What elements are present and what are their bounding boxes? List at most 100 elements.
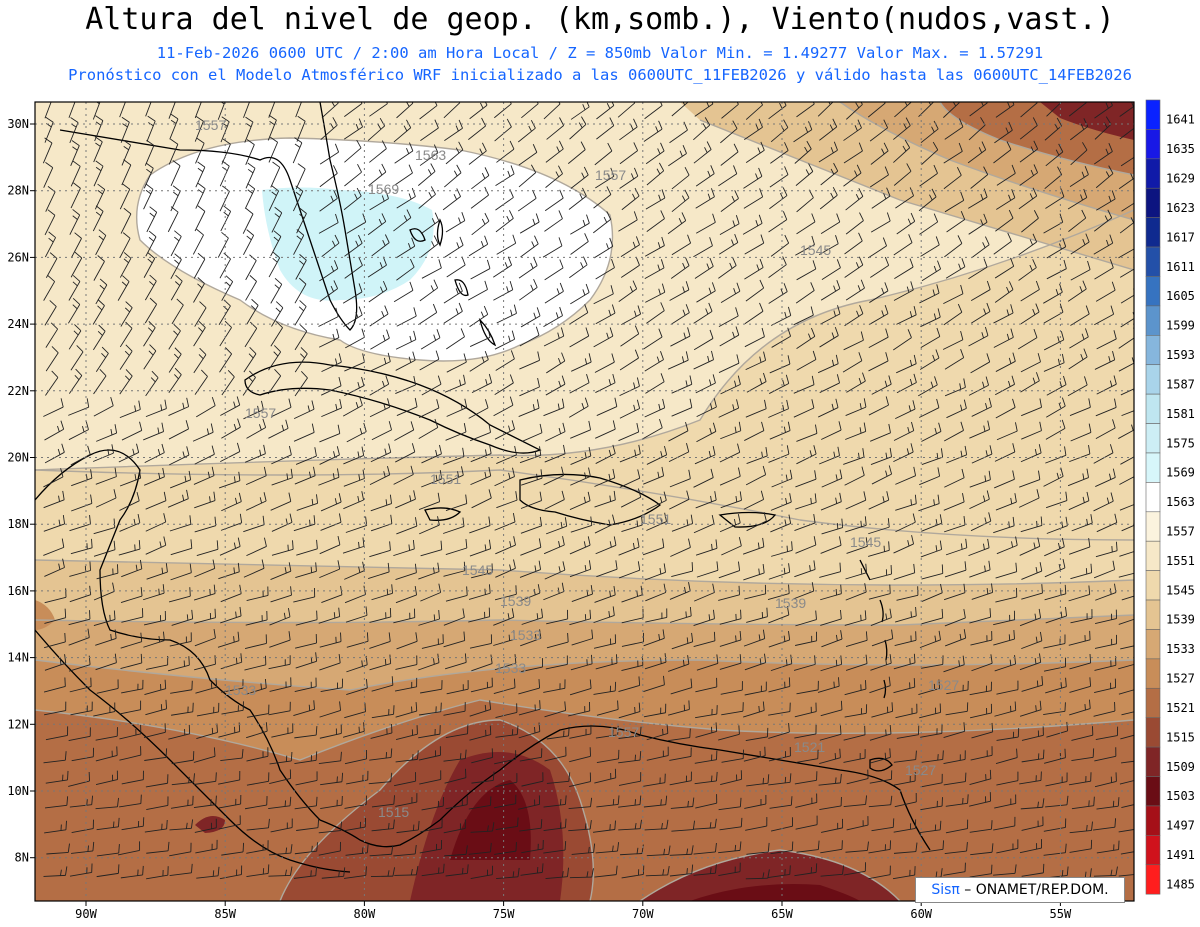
wind-barb-shaft [846,380,866,393]
wind-barb-feather [934,427,937,434]
wind-barb-shaft [443,102,461,119]
wind-barb-feather [1139,608,1140,617]
wind-barb-feather [658,403,661,410]
wind-barb-shaft [793,129,813,143]
wind-barb-feather [811,582,815,592]
wind-barb-shaft [220,121,230,143]
wind-barb-shaft [270,327,283,347]
wind-barb-feather [47,275,55,282]
wind-barb-shaft [495,711,518,718]
wind-barb-feather [283,612,286,619]
wind-barb-feather [162,584,165,594]
wind-barb-shaft [569,124,587,140]
wind-barb-feather [855,102,860,109]
wind-barb-feather [173,191,179,197]
wind-barb-shaft [221,426,241,439]
wind-barb-shaft [93,549,116,557]
wind-barb-feather [240,653,243,663]
wind-barb-feather [910,443,914,453]
wind-barb-shaft [669,498,690,510]
wind-barb-feather [939,820,942,830]
wind-barb-shaft [1120,645,1134,650]
wind-barb-feather [661,822,663,830]
wind-barb-feather [939,540,943,550]
wind-barb-feather [57,448,61,455]
wind-barb-feather [481,142,487,152]
wind-barb-shaft [870,456,892,466]
wind-barb-shaft [946,407,967,419]
wind-barb-feather [585,327,590,337]
wind-barb-shaft [693,477,714,488]
wind-barb-feather [607,173,611,180]
wind-barb-shaft [719,451,740,463]
wind-barb-feather [884,304,889,314]
wind-barb-feather [1085,102,1087,103]
wind-barb-shaft [693,851,716,855]
wind-barb-feather [835,659,838,666]
wind-barb-feather [186,446,190,456]
wind-barb-feather [260,683,262,690]
wind-barb-shaft [770,242,789,257]
wind-barb-feather [174,236,180,242]
wind-barb-feather [1089,677,1092,687]
wind-barb-feather [991,843,994,853]
wind-barb-feather [60,398,64,408]
wind-barb-shaft [468,243,488,257]
wind-barb-feather [59,658,62,665]
wind-barb-feather [410,869,413,876]
wind-barb-feather [1006,286,1010,293]
contour-label: 1557 [245,405,276,421]
wind-barb-shaft [646,310,665,324]
wind-barb-feather [783,102,787,106]
wind-barb-feather [841,518,844,528]
wind-barb-feather [1063,259,1067,269]
wind-barb-shaft [220,661,242,670]
wind-barb-shaft [1018,497,1040,508]
wind-barb-feather [729,262,733,269]
wind-barb-shaft [370,503,392,512]
wind-barb-shaft [271,731,293,738]
wind-barb-shaft [343,826,366,832]
wind-barb-feather [828,102,831,105]
wind-barb-feather [387,870,390,877]
wind-barb-shaft [396,196,416,209]
wind-barb-feather [666,819,669,829]
wind-barb-shaft [95,497,117,508]
wind-barb-shaft [843,127,862,141]
wind-barb-feather [290,866,293,876]
wind-barb-shaft [817,407,839,418]
lat-label: 28N [7,184,29,198]
wind-barb-feather [1042,798,1045,808]
wind-barb-shaft [571,638,593,646]
wind-barb-shaft [720,499,742,509]
wind-barb-feather [556,288,560,295]
wind-barb-feather [515,491,518,501]
wind-barb-feather [484,544,487,551]
wind-barb-feather [784,311,787,318]
wind-barb-shaft [144,280,157,301]
wind-barb-shaft [768,383,789,394]
wind-barb-feather [149,274,157,282]
wind-barb-feather [678,217,683,224]
wind-barb-shaft [868,549,890,557]
wind-barb-shaft [920,336,941,349]
wind-barb-feather [1136,258,1139,267]
wind-barb-feather [182,494,185,501]
wind-barb-shaft [695,196,715,209]
wind-barb-feather [456,242,460,249]
wind-barb-feather [930,381,934,388]
wind-barb-feather [1033,542,1036,549]
wind-barb-feather [737,443,741,453]
wind-barb-feather [1060,467,1064,477]
wind-barb-shaft [645,381,665,394]
wind-barb-feather [427,169,432,175]
wind-barb-feather [86,398,90,408]
wind-barb-feather [591,654,593,664]
wind-barb-shaft [645,150,665,165]
wind-barb-shaft [268,190,280,212]
wind-barb-feather [225,275,233,282]
wind-barb-feather [833,451,836,458]
wind-barb-shaft [944,386,966,397]
wind-barb-feather [338,493,342,503]
wind-barb-shaft [619,357,639,371]
